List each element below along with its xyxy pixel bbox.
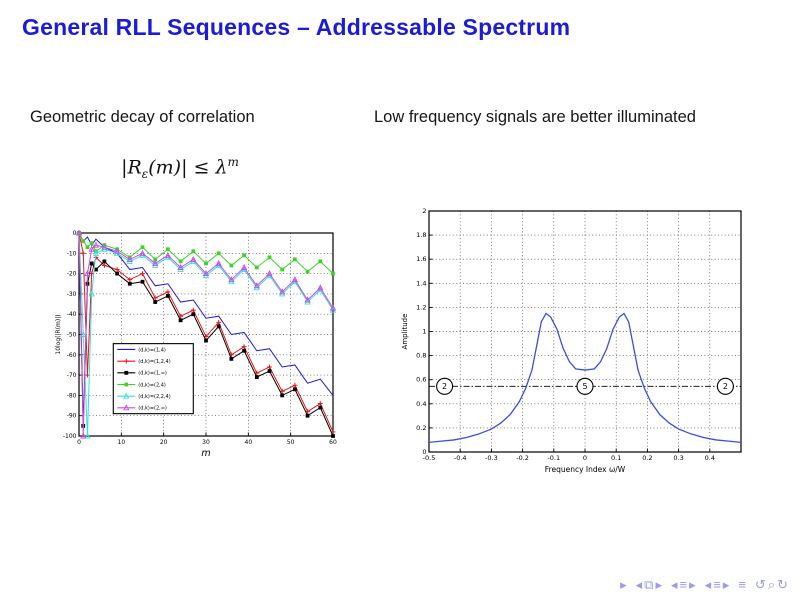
- svg-text:Amplitude: Amplitude: [401, 314, 409, 350]
- nav-back-icon[interactable]: ↺: [754, 577, 766, 592]
- left-column-heading: Geometric decay of correlation: [30, 108, 255, 126]
- svg-text:-70: -70: [67, 372, 77, 379]
- nav-subsection-next-icon[interactable]: ▸: [689, 577, 696, 592]
- formula-lhs-tail: (m)|: [148, 156, 188, 179]
- svg-text:-40: -40: [67, 311, 77, 318]
- slide-title: General RLL Sequences – Addressable Spec…: [22, 14, 571, 40]
- nav-section-icon[interactable]: ≡: [713, 577, 721, 592]
- svg-text:m: m: [201, 448, 210, 459]
- svg-text:40: 40: [245, 439, 253, 446]
- correlation-decay-chart: 0 10 20 30 40 50 60 0 -10 -20 -30 -40 -50 -60 -70 -80 -9…: [52, 227, 340, 467]
- svg-text:-0.2: -0.2: [516, 454, 529, 462]
- svg-text:0.2: 0.2: [642, 454, 652, 462]
- nav-frame-icon[interactable]: ⧉: [644, 577, 654, 592]
- svg-text:0.4: 0.4: [705, 454, 715, 462]
- nav-subsection-icon[interactable]: ≡: [679, 577, 688, 592]
- addressable-spectrum-chart: -0.5 -0.4 -0.3 -0.2 -0.1 0 0.1 0.2 0.3 0.4 0 0.2 0.4…: [398, 199, 753, 487]
- svg-text:2: 2: [723, 382, 728, 391]
- svg-text:-90: -90: [67, 413, 77, 420]
- nav-find-icon[interactable]: ⌕: [767, 577, 776, 592]
- svg-text:0: 0: [583, 454, 587, 462]
- right-column-heading: Low frequency signals are better illumin…: [374, 108, 696, 126]
- svg-text:-30: -30: [67, 291, 77, 298]
- svg-text:0: 0: [77, 439, 81, 446]
- svg-text:-50: -50: [67, 332, 77, 339]
- correlation-bound-formula: |Rε(m)| ≤ λm: [30, 155, 330, 181]
- svg-text:20: 20: [160, 439, 168, 446]
- svg-text:-0.4: -0.4: [454, 454, 467, 462]
- svg-text:(d,k)=(2,∞): (d,k)=(2,∞): [138, 406, 167, 412]
- formula-rhs: λ: [215, 156, 228, 179]
- svg-text:-20: -20: [67, 271, 77, 278]
- svg-text:0.6: 0.6: [416, 376, 426, 384]
- nav-frame-next-icon[interactable]: ▸: [655, 577, 662, 592]
- beamer-navigation-bar: ▸ ◂ ⧉ ▸ ◂ ≡ ▸ ◂ ≡ ▸ ≡ ↺ ⌕ ↻: [618, 578, 788, 591]
- svg-text:10log(|R(m)|): 10log(|R(m)|): [55, 314, 62, 354]
- nav-frame-prev-icon[interactable]: ◂: [635, 577, 643, 592]
- svg-text:0.4: 0.4: [416, 400, 426, 408]
- svg-text:-60: -60: [67, 352, 77, 359]
- nav-subsection-prev-icon[interactable]: ◂: [671, 577, 678, 592]
- svg-text:1.8: 1.8: [416, 231, 426, 239]
- svg-text:2: 2: [422, 207, 426, 215]
- svg-text:-0.5: -0.5: [423, 454, 436, 462]
- svg-text:0: 0: [73, 230, 77, 237]
- svg-text:50: 50: [287, 439, 295, 446]
- svg-text:-80: -80: [67, 392, 77, 399]
- svg-text:1: 1: [422, 328, 426, 336]
- svg-text:Frequency Index ω/W: Frequency Index ω/W: [545, 465, 626, 474]
- formula-lhs: |R: [121, 156, 142, 179]
- svg-text:60: 60: [329, 439, 337, 446]
- svg-text:30: 30: [202, 439, 210, 446]
- svg-text:(d,k)=(1,∞): (d,k)=(1,∞): [138, 371, 167, 377]
- svg-text:-10: -10: [67, 250, 77, 257]
- nav-forward-icon[interactable]: ↻: [777, 577, 788, 592]
- svg-text:(d,k)=(1,4): (d,k)=(1,4): [138, 347, 166, 353]
- svg-text:2: 2: [442, 382, 447, 391]
- nav-slide-next-icon[interactable]: ▸: [620, 577, 627, 592]
- svg-text:0.3: 0.3: [673, 454, 683, 462]
- svg-text:10: 10: [118, 439, 126, 446]
- nav-section-next-icon[interactable]: ▸: [722, 577, 730, 592]
- nav-section-prev-icon[interactable]: ◂: [704, 577, 712, 592]
- svg-text:0.1: 0.1: [611, 454, 621, 462]
- formula-relation: ≤: [187, 156, 216, 179]
- svg-text:1.4: 1.4: [416, 279, 426, 287]
- svg-text:(d,k)=(2,2,4): (d,k)=(2,2,4): [138, 394, 170, 400]
- svg-text:0: 0: [422, 448, 426, 456]
- svg-text:-0.1: -0.1: [547, 454, 560, 462]
- svg-text:0.2: 0.2: [416, 424, 426, 432]
- svg-text:0.8: 0.8: [416, 352, 426, 360]
- formula-exponent: m: [227, 155, 239, 169]
- formula-lhs-subscript: ε: [141, 167, 149, 182]
- svg-text:-100: -100: [63, 433, 77, 440]
- svg-text:-0.3: -0.3: [485, 454, 498, 462]
- svg-text:(d,k)=(1,2,4): (d,k)=(1,2,4): [138, 359, 170, 365]
- svg-text:1.6: 1.6: [416, 255, 426, 263]
- nav-document-icon[interactable]: ≡: [738, 577, 746, 592]
- svg-text:1.2: 1.2: [416, 303, 426, 311]
- svg-text:5: 5: [582, 382, 587, 391]
- svg-text:(d,k)=(2,4): (d,k)=(2,4): [138, 382, 166, 388]
